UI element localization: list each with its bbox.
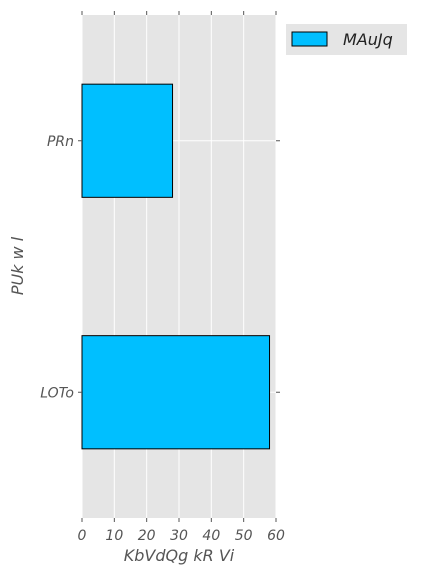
y-axis: PRn LOTo bbox=[40, 134, 280, 401]
bar bbox=[81, 83, 174, 198]
x-axis: 0 10 20 30 40 50 60 bbox=[78, 11, 285, 544]
x-tick-label: 20 bbox=[138, 528, 156, 544]
legend-swatch bbox=[291, 31, 328, 47]
x-tick-label: 50 bbox=[235, 528, 253, 544]
y-tick-label: LOTo bbox=[40, 385, 74, 401]
bars bbox=[81, 83, 271, 450]
x-tick-label: 0 bbox=[78, 528, 87, 544]
x-tick-label: 30 bbox=[170, 528, 188, 544]
legend: MAuJq bbox=[286, 24, 407, 55]
x-tick-label: 40 bbox=[202, 528, 220, 544]
y-axis-label: PUk w l bbox=[8, 236, 27, 295]
x-axis-label: KbVdQg kR Vi bbox=[124, 546, 235, 565]
bar bbox=[81, 335, 271, 450]
x-tick-label: 60 bbox=[267, 528, 285, 544]
y-tick-label: PRn bbox=[47, 134, 74, 150]
legend-label: MAuJq bbox=[343, 30, 393, 49]
x-tick-label: 10 bbox=[105, 528, 123, 544]
